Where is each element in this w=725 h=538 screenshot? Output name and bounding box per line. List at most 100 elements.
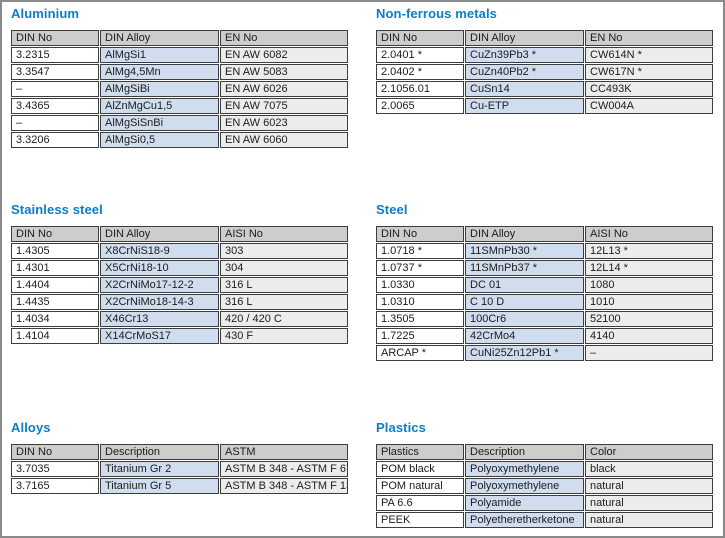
table-row: 3.7035 Titanium Gr 2 ASTM B 348 - ASTM F 6…: [11, 461, 348, 477]
table-cell: CW614N *: [585, 47, 713, 63]
table-cell: PEEK: [376, 512, 464, 528]
table-cell: 100Cr6: [465, 311, 584, 327]
section-alloys: Alloys DIN No Description ASTM 3.7035 Titani…: [10, 420, 351, 495]
table-row: ARCAP * CuNi25Zn12Pb1 * –: [376, 345, 713, 361]
table-cell: 1.4435: [11, 294, 99, 310]
table-cell: 3.7165: [11, 478, 99, 494]
column-header: Plastics: [376, 444, 464, 460]
table-cell: 1.0737 *: [376, 260, 464, 276]
table-row: 1.0310 C 10 D 1010: [376, 294, 713, 310]
table-cell: EN AW 6060: [220, 132, 348, 148]
table-cell: X2CrNiMo18-14-3: [100, 294, 219, 310]
non-ferrous-metals-table: DIN No DIN Alloy EN No 2.0401 * CuZn39Pb3 * C…: [375, 29, 714, 115]
table-cell: 52100: [585, 311, 713, 327]
table-row: 2.0401 * CuZn39Pb3 * CW614N *: [376, 47, 713, 63]
table-row: – AlMgSiBi EN AW 6026: [11, 81, 348, 97]
table-cell: EN AW 6026: [220, 81, 348, 97]
table-row: 1.0330 DC 01 1080: [376, 277, 713, 293]
table-cell: AlZnMgCu1,5: [100, 98, 219, 114]
table-cell: 3.7035: [11, 461, 99, 477]
section-title-aluminium: Aluminium: [11, 6, 80, 21]
table-row: POM natural Polyoxymethylene natural: [376, 478, 713, 494]
table-cell: Cu-ETP: [465, 98, 584, 114]
table-cell: 1.4034: [11, 311, 99, 327]
table-cell: 420 / 420 C: [220, 311, 348, 327]
column-header: DIN Alloy: [465, 226, 584, 242]
table-cell: 3.2315: [11, 47, 99, 63]
column-header: DIN No: [376, 226, 464, 242]
column-header: EN No: [585, 30, 713, 46]
table-row: PEEK Polyetheretherketone natural: [376, 512, 713, 528]
aluminium-table: DIN No DIN Alloy EN No 3.2315 AlMgSi1 EN AW 6…: [10, 29, 349, 149]
column-header: Color: [585, 444, 713, 460]
table-cell: PA 6.6: [376, 495, 464, 511]
table-cell: 1.7225: [376, 328, 464, 344]
table-cell: 1.4301: [11, 260, 99, 276]
table-cell: 1.0718 *: [376, 243, 464, 259]
table-cell: AlMg4,5Mn: [100, 64, 219, 80]
table-cell: 1.0310: [376, 294, 464, 310]
table-row: 3.7165 Titanium Gr 5 ASTM B 348 - ASTM F 1…: [11, 478, 348, 494]
plastics-table: Plastics Description Color POM black Polyoxy…: [375, 443, 714, 529]
alloys-table: DIN No Description ASTM 3.7035 Titanium Gr 2…: [10, 443, 349, 495]
table-cell: 1.4104: [11, 328, 99, 344]
table-cell: EN AW 5083: [220, 64, 348, 80]
table-cell: Polyoxymethylene: [465, 478, 584, 494]
table-row: 2.0065 Cu-ETP CW004A: [376, 98, 713, 114]
table-cell: natural: [585, 512, 713, 528]
table-cell: 430 F: [220, 328, 348, 344]
stainless-steel-table: DIN No DIN Alloy AISI No 1.4305 X8CrNiS18-9 3…: [10, 225, 349, 345]
table-cell: 12L14 *: [585, 260, 713, 276]
header-row: DIN No DIN Alloy AISI No: [376, 226, 713, 242]
column-header: DIN Alloy: [465, 30, 584, 46]
table-cell: CW617N *: [585, 64, 713, 80]
table-cell: CuZn39Pb3 *: [465, 47, 584, 63]
section-title-stainless-steel: Stainless steel: [11, 202, 103, 217]
table-cell: X14CrMoS17: [100, 328, 219, 344]
table-cell: X46Cr13: [100, 311, 219, 327]
table-cell: –: [585, 345, 713, 361]
table-row: POM black Polyoxymethylene black: [376, 461, 713, 477]
table-cell: 1.0330: [376, 277, 464, 293]
column-header: ASTM: [220, 444, 348, 460]
table-cell: –: [11, 81, 99, 97]
table-cell: AlMgSiBi: [100, 81, 219, 97]
table-cell: EN AW 6082: [220, 47, 348, 63]
header-row: DIN No DIN Alloy AISI No: [11, 226, 348, 242]
table-cell: X2CrNiMo17-12-2: [100, 277, 219, 293]
table-cell: ASTM B 348 - ASTM F 136: [220, 478, 348, 494]
column-header: EN No: [220, 30, 348, 46]
table-row: 2.0402 * CuZn40Pb2 * CW617N *: [376, 64, 713, 80]
table-cell: 11SMnPb30 *: [465, 243, 584, 259]
column-header: Description: [465, 444, 584, 460]
table-cell: C 10 D: [465, 294, 584, 310]
column-header: DIN Alloy: [100, 30, 219, 46]
table-cell: 2.0401 *: [376, 47, 464, 63]
table-row: 1.0718 * 11SMnPb30 * 12L13 *: [376, 243, 713, 259]
section-title-plastics: Plastics: [376, 420, 426, 435]
table-cell: DC 01: [465, 277, 584, 293]
table-cell: X5CrNi18-10: [100, 260, 219, 276]
table-row: 1.4305 X8CrNiS18-9 303: [11, 243, 348, 259]
table-cell: 2.1056.01: [376, 81, 464, 97]
section-plastics: Plastics Plastics Description Color POM bla…: [375, 420, 716, 529]
column-header: DIN No: [376, 30, 464, 46]
table-cell: Polyoxymethylene: [465, 461, 584, 477]
table-row: 1.4404 X2CrNiMo17-12-2 316 L: [11, 277, 348, 293]
header-row: Plastics Description Color: [376, 444, 713, 460]
table-row: 3.3206 AlMgSi0,5 EN AW 6060: [11, 132, 348, 148]
table-cell: EN AW 6023: [220, 115, 348, 131]
table-cell: AlMgSi1: [100, 47, 219, 63]
table-row: 1.4034 X46Cr13 420 / 420 C: [11, 311, 348, 327]
table-cell: CuZn40Pb2 *: [465, 64, 584, 80]
table-cell: 1.4404: [11, 277, 99, 293]
table-cell: X8CrNiS18-9: [100, 243, 219, 259]
table-cell: 1.4305: [11, 243, 99, 259]
table-row: PA 6.6 Polyamide natural: [376, 495, 713, 511]
column-header: DIN Alloy: [100, 226, 219, 242]
table-cell: 2.0065: [376, 98, 464, 114]
table-cell: AlMgSi0,5: [100, 132, 219, 148]
table-cell: Titanium Gr 5: [100, 478, 219, 494]
table-row: – AlMgSiSnBi EN AW 6023: [11, 115, 348, 131]
table-cell: 2.0402 *: [376, 64, 464, 80]
